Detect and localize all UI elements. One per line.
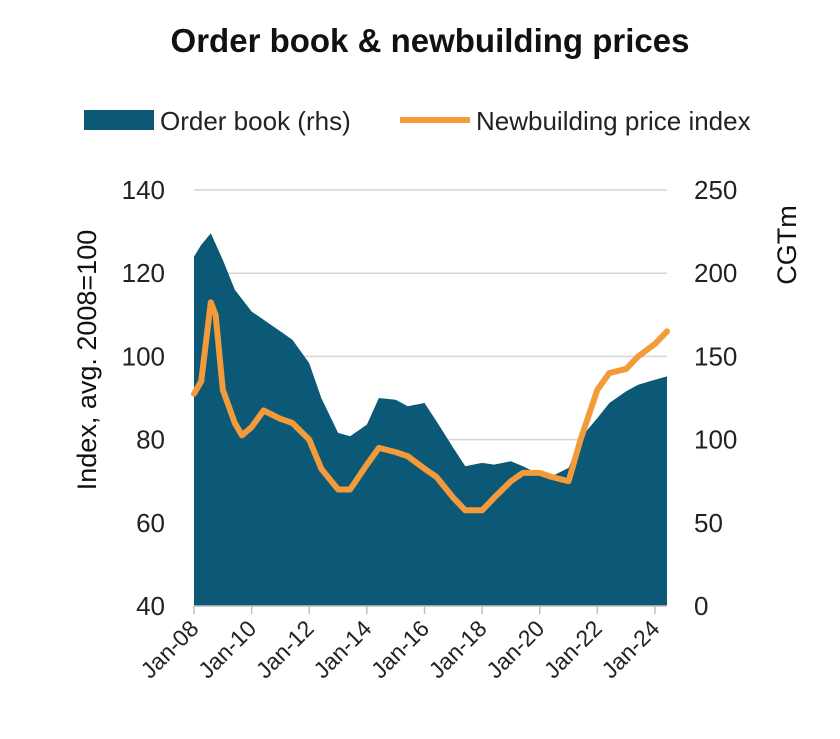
x-tick-label: Jan-18 [424, 615, 492, 683]
y-axis-right-title: CGTm [772, 205, 802, 284]
legend-swatch-order-book [84, 110, 154, 130]
x-tick-label: Jan-12 [251, 615, 319, 683]
x-tick-label: Jan-14 [308, 615, 376, 683]
plot-area [191, 233, 670, 607]
chart-title: Order book & newbuilding prices [171, 22, 690, 59]
y-axis-left-title: Index, avg. 2008=100 [72, 230, 102, 490]
y-tick-right: 50 [694, 508, 723, 538]
y-tick-right: 100 [694, 425, 737, 455]
y-tick-left: 80 [136, 425, 165, 455]
x-tick-label: Jan-20 [481, 615, 549, 683]
y-tick-left: 120 [122, 258, 165, 288]
y-tick-left: 140 [122, 175, 165, 205]
y-tick-right: 0 [694, 591, 708, 621]
y-tick-right: 150 [694, 341, 737, 371]
x-tick-label: Jan-22 [539, 615, 607, 683]
legend: Order book (rhs) Newbuilding price index [84, 106, 751, 136]
legend-label-price-index: Newbuilding price index [476, 106, 751, 136]
y-tick-right: 200 [694, 258, 737, 288]
y-tick-left: 100 [122, 341, 165, 371]
x-tick-label: Jan-10 [193, 615, 261, 683]
x-tick-label: Jan-24 [596, 615, 664, 683]
legend-label-order-book: Order book (rhs) [160, 106, 351, 136]
series-order-book-area [194, 233, 667, 607]
y-tick-left: 40 [136, 591, 165, 621]
y-tick-right: 250 [694, 175, 737, 205]
y-tick-left: 60 [136, 508, 165, 538]
x-tick-label: Jan-16 [366, 615, 434, 683]
x-tick-label: Jan-08 [135, 615, 203, 683]
series-price-index-line [191, 299, 670, 514]
